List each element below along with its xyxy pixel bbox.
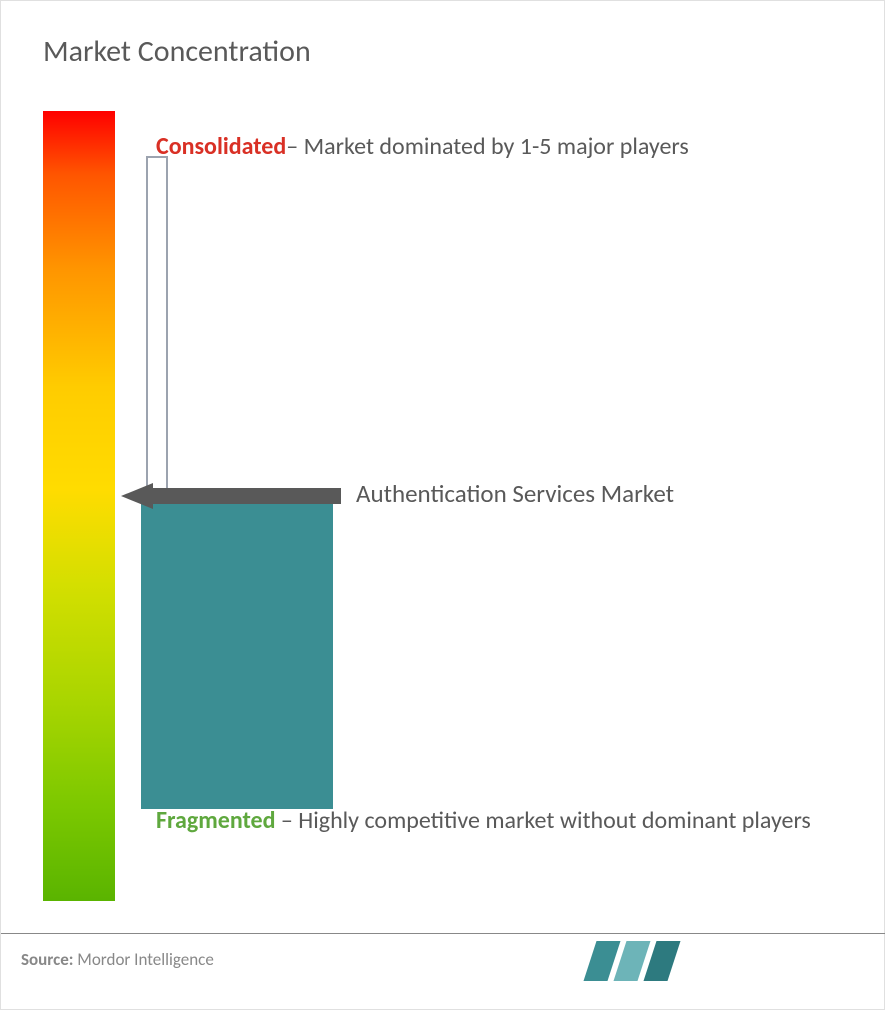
source-attribution: Source: Mordor Intelligence bbox=[21, 949, 214, 970]
fragmented-description: – Highly competitive market without domi… bbox=[276, 806, 811, 835]
market-pointer-arrow bbox=[121, 483, 341, 509]
logo-bar-3 bbox=[644, 941, 681, 981]
chart-title: Market Concentration bbox=[43, 33, 311, 70]
arrow-body bbox=[151, 488, 341, 504]
source-prefix: Source: bbox=[21, 949, 73, 970]
market-name-label: Authentication Services Market bbox=[356, 478, 674, 509]
source-text: Mordor Intelligence bbox=[73, 949, 213, 970]
chart-container: Market Concentration Consolidated– Marke… bbox=[0, 0, 885, 1010]
bracket-line-right bbox=[166, 156, 168, 491]
market-position-block bbox=[141, 491, 333, 809]
consolidated-description: – Market dominated by 1-5 major players bbox=[286, 132, 689, 161]
consolidated-label: Consolidated– Market dominated by 1-5 ma… bbox=[156, 119, 689, 174]
arrow-head-icon bbox=[121, 483, 153, 509]
brand-logo-icon bbox=[590, 941, 674, 981]
fragmented-highlight: Fragmented bbox=[156, 806, 276, 835]
concentration-gradient-bar bbox=[43, 111, 115, 901]
divider-line bbox=[1, 933, 885, 934]
fragmented-label: Fragmented – Highly competitive market w… bbox=[156, 793, 811, 848]
consolidated-highlight: Consolidated bbox=[156, 132, 286, 161]
